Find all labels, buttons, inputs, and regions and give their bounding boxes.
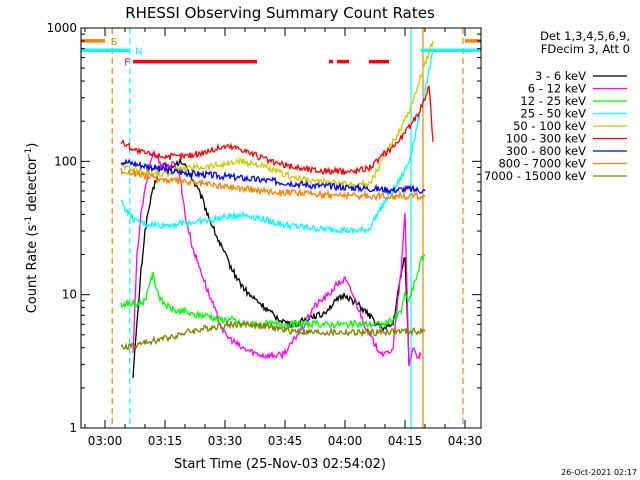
y-tick-label: 1 bbox=[69, 421, 77, 435]
series-line bbox=[120, 85, 434, 176]
x-tick-label: 03:30 bbox=[208, 434, 243, 448]
series-line bbox=[132, 158, 410, 379]
series-line bbox=[120, 254, 426, 330]
x-axis-ticks: 03:00 03:15 03:30 03:45 04:00 04:15 04:30 bbox=[84, 28, 483, 448]
legend-entry-label: 7000 - 15000 keV bbox=[484, 169, 586, 183]
plot-frame bbox=[80, 27, 482, 429]
y-axis-label: Count Rate (s-1 detector-1) bbox=[24, 143, 40, 314]
legend-entry-label: 50 - 100 keV bbox=[513, 119, 586, 133]
x-tick-label: 04:30 bbox=[448, 434, 483, 448]
legend: Det 1,3,4,5,6,9, FDecim 3, Att 0 3 - 6 k… bbox=[484, 29, 630, 183]
x-tick-label: 03:45 bbox=[268, 434, 303, 448]
series-line bbox=[120, 319, 426, 351]
x-tick-label: 04:00 bbox=[328, 434, 363, 448]
legend-header-line-1: Det 1,3,4,5,6,9, bbox=[540, 29, 630, 43]
series-line bbox=[120, 52, 434, 235]
legend-entry-label: 6 - 12 keV bbox=[528, 82, 586, 96]
series-line bbox=[120, 40, 434, 189]
flag-label: N bbox=[135, 46, 142, 57]
y-tick-label: 1000 bbox=[46, 21, 77, 35]
legend-header-line-2: FDecim 3, Att 0 bbox=[541, 42, 630, 56]
legend-entry-label: 3 - 6 keV bbox=[535, 69, 586, 83]
legend-entry-label: 25 - 50 keV bbox=[520, 107, 586, 121]
series-line bbox=[120, 158, 426, 196]
series-lines bbox=[120, 40, 434, 379]
series-line bbox=[120, 167, 426, 202]
flag-label: S bbox=[111, 37, 117, 48]
x-axis-label: Start Time (25-Nov-03 02:54:02) bbox=[174, 457, 386, 472]
legend-entry-label: 800 - 7000 keV bbox=[498, 157, 586, 171]
x-tick-label: 03:00 bbox=[88, 434, 123, 448]
legend-entry-label: 100 - 300 keV bbox=[506, 132, 586, 146]
chart-title: RHESSI Observing Summary Count Rates bbox=[125, 4, 435, 22]
legend-entry-label: 300 - 800 keV bbox=[506, 144, 586, 158]
x-tick-label: 03:15 bbox=[148, 434, 183, 448]
y-tick-label: 10 bbox=[62, 288, 77, 302]
y-axis-ticks: 1 10 100 1000 bbox=[46, 21, 481, 435]
vertical-markers bbox=[81, 28, 464, 428]
x-tick-label: 04:15 bbox=[388, 434, 423, 448]
generation-timestamp: 26-Oct-2021 02:17 bbox=[561, 468, 637, 477]
attenuator-flags: S NF bbox=[81, 37, 481, 69]
y-tick-label: 100 bbox=[54, 154, 77, 168]
flag-label: F bbox=[124, 58, 130, 69]
legend-entry-label: 12 - 25 keV bbox=[520, 94, 586, 108]
